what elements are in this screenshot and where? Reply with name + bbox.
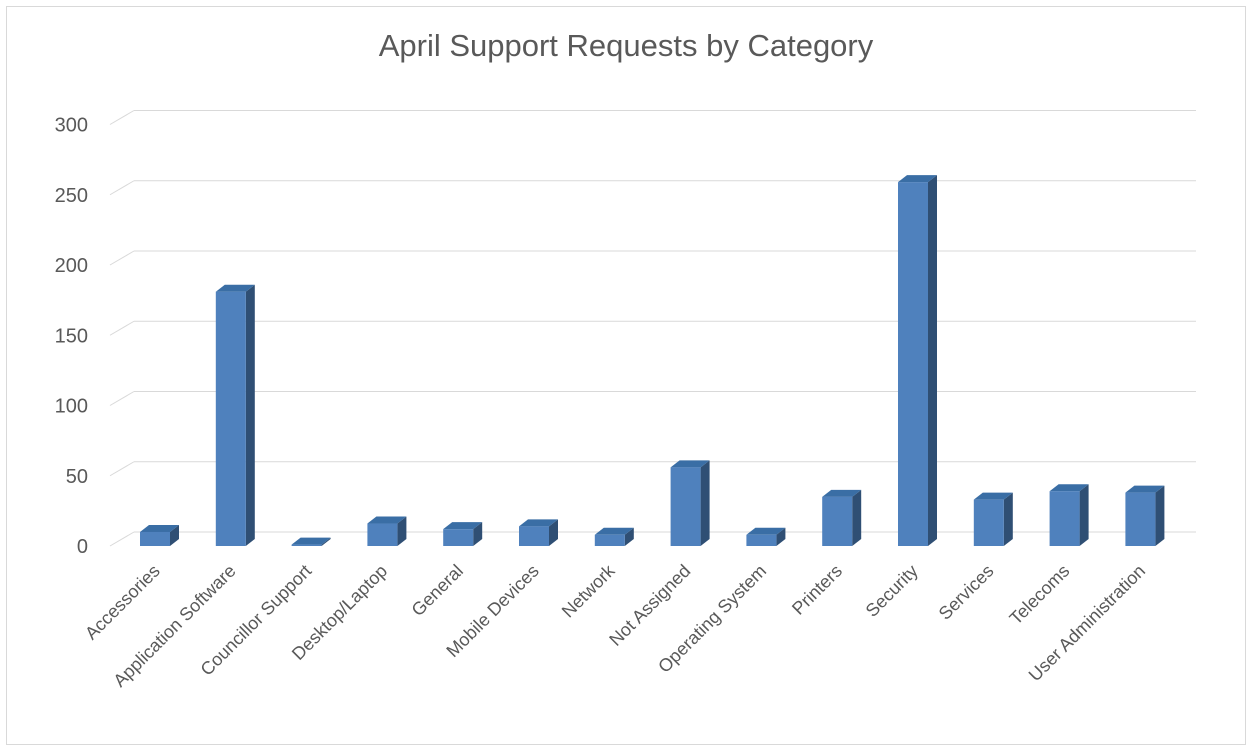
bar-front <box>519 526 549 546</box>
bar-front <box>367 523 398 546</box>
gridline <box>109 391 135 406</box>
bar-side <box>1079 484 1089 546</box>
x-category-label: Printers <box>788 561 846 619</box>
bar <box>594 527 634 546</box>
gridline <box>109 531 135 547</box>
y-tick-label: 100 <box>55 396 88 418</box>
bar-top <box>519 519 558 527</box>
bar <box>367 516 407 546</box>
bar-top <box>215 284 255 292</box>
bar-top <box>973 492 1013 500</box>
y-axis-ticks: 0 50 100 150 200 250 300 <box>55 115 88 559</box>
y-tick-label: 200 <box>55 255 88 277</box>
bar-side <box>397 516 407 546</box>
bar <box>1049 484 1089 546</box>
bar-top <box>367 516 407 524</box>
gridline <box>109 180 135 196</box>
bar-front <box>746 534 777 546</box>
bar-front <box>594 534 625 546</box>
bar-top <box>670 460 710 468</box>
bar-side <box>1003 492 1013 546</box>
chart-area <box>6 6 1246 745</box>
bar <box>746 527 786 546</box>
x-category-label: Security <box>862 561 922 621</box>
gridline <box>109 110 135 125</box>
bar <box>973 492 1013 546</box>
bar-front <box>898 182 928 547</box>
bar-front <box>1125 492 1156 546</box>
bar-top <box>1125 485 1165 493</box>
y-tick-label: 300 <box>55 115 88 137</box>
bar <box>519 519 558 546</box>
bar-front <box>215 291 246 546</box>
bar-top <box>443 522 483 530</box>
gridline <box>109 250 135 266</box>
x-category-label: Accessories <box>81 561 164 644</box>
bar-front <box>140 531 170 546</box>
bar <box>140 524 179 546</box>
chart-title: April Support Requests by Category <box>378 28 874 63</box>
bar-top <box>898 175 937 183</box>
bar-top <box>1049 484 1089 492</box>
x-category-label: Telecoms <box>1006 561 1074 629</box>
y-tick-label: 50 <box>66 466 88 488</box>
x-category-label: Services <box>935 561 998 624</box>
bar-side <box>624 527 634 546</box>
bar-front <box>1049 491 1080 546</box>
bars <box>140 175 1165 547</box>
bar-side <box>700 460 710 546</box>
bar-front <box>670 467 701 546</box>
bar-side <box>776 527 786 546</box>
bar-side <box>321 537 331 546</box>
gridline <box>109 320 135 336</box>
bar <box>670 460 710 546</box>
bar <box>443 522 483 546</box>
bar-front <box>291 544 322 546</box>
gridline <box>109 461 135 477</box>
bar-side <box>928 175 937 547</box>
bar-front <box>443 529 474 546</box>
bar <box>898 175 937 547</box>
bar-top <box>822 489 862 497</box>
bar-top <box>291 537 331 545</box>
bar-side <box>852 489 862 546</box>
bar-side <box>1155 485 1165 546</box>
bar-top <box>140 524 179 532</box>
bar <box>822 489 862 546</box>
bar-side <box>549 519 558 546</box>
bar <box>215 284 255 546</box>
x-category-label: General <box>408 561 467 620</box>
y-tick-label: 0 <box>77 536 88 558</box>
bar-side <box>245 284 255 546</box>
bar-top <box>594 527 634 535</box>
bar-front <box>822 496 853 546</box>
y-tick-label: 150 <box>55 325 88 347</box>
bar-side <box>473 522 483 546</box>
gridlines <box>109 110 1196 547</box>
y-tick-label: 250 <box>55 185 88 207</box>
x-category-label: Network <box>558 560 620 622</box>
bar-top <box>746 527 786 535</box>
bar-front <box>973 499 1004 546</box>
bar <box>1125 485 1165 546</box>
bar <box>291 537 331 546</box>
bar-side <box>170 524 179 546</box>
